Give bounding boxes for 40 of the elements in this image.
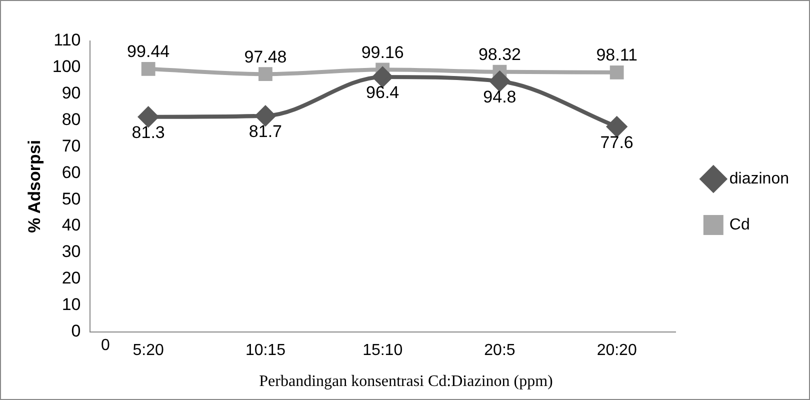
data-label: 99.44 (127, 42, 170, 62)
y-tick-label: 70 (62, 136, 81, 156)
y-tick-label: 110 (54, 30, 81, 50)
point (255, 106, 276, 126)
point (138, 106, 158, 127)
text: 0 (101, 337, 110, 355)
legend-label: Cd (729, 216, 750, 234)
y-tick-label: 60 (62, 162, 81, 182)
point (372, 66, 393, 87)
data-label: 97.48 (244, 47, 287, 66)
y-tick-label: 50 (62, 189, 81, 208)
y-tick-label: 90 (62, 84, 81, 103)
data-label: 94.8 (483, 87, 516, 106)
y-tick-label: 10 (62, 295, 81, 314)
data-label: 77.6 (600, 132, 634, 152)
y-tick-label: 30 (62, 242, 81, 262)
data-label: 96.4 (366, 83, 400, 102)
data-label: 98.32 (478, 45, 521, 64)
data-label: 99.16 (361, 42, 404, 62)
x-tick-label: 5:20 (132, 342, 164, 359)
y-axis-title: % Adsorpsi (24, 140, 44, 233)
x-axis-title: Perbandingan konsentrasi Cd:Diazinon (ppm) (258, 373, 554, 391)
y-tick-label: 20 (62, 268, 81, 288)
x-tick-label: 15:10 (362, 342, 403, 359)
legend-label: diazinon (729, 170, 790, 188)
y-tick-label: 40 (62, 216, 81, 235)
point (258, 67, 272, 82)
point (141, 62, 156, 76)
point (490, 71, 510, 92)
y-tick-label: 0 (71, 321, 81, 340)
data-label: 81.3 (132, 123, 165, 142)
x-tick-label: 20:5 (484, 342, 516, 359)
data-label: 98.11 (596, 46, 638, 65)
y-tick-label: 80 (62, 110, 81, 129)
y-tick-label: 100 (52, 57, 81, 76)
point (606, 116, 627, 137)
point (610, 65, 624, 80)
data-label: 81.7 (248, 122, 282, 141)
x-tick-label: 20:20 (596, 342, 637, 359)
x-tick-label: 10:15 (245, 342, 286, 359)
